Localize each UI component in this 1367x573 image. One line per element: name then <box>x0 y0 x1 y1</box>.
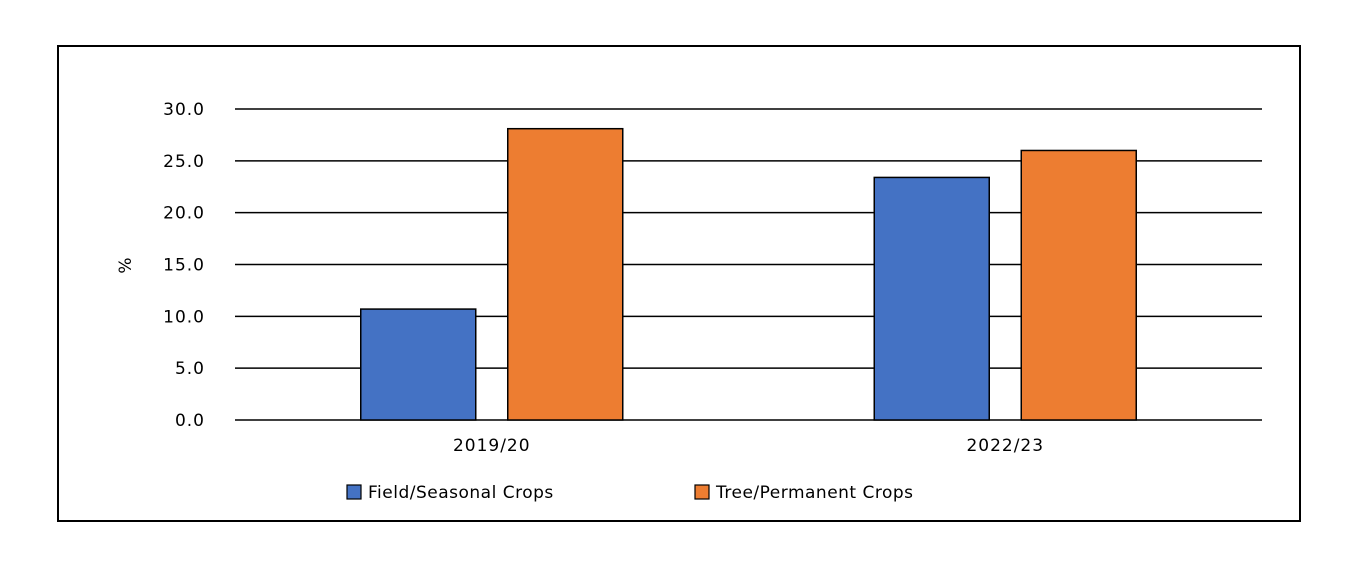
y-tick-label: 10.0 <box>163 307 205 327</box>
y-tick-label: 30.0 <box>163 100 205 120</box>
y-tick-label: 15.0 <box>163 256 205 276</box>
y-axis-label: % <box>116 256 136 273</box>
y-tick-label: 25.0 <box>163 152 205 172</box>
legend-swatch <box>694 484 710 500</box>
bar-field-seasonal-0 <box>360 308 477 421</box>
y-tick-label: 5.0 <box>175 359 205 379</box>
bar-tree-permanent-1 <box>1020 149 1137 421</box>
x-tick-label: 2022/23 <box>966 436 1044 456</box>
y-tick-label: 0.0 <box>175 411 205 431</box>
x-tick-label: 2019/20 <box>453 436 531 456</box>
y-tick-label: 20.0 <box>163 204 205 224</box>
bar-field-seasonal-1 <box>873 176 990 421</box>
legend: Field/Seasonal Crops Tree/Permanent Crops <box>346 483 914 503</box>
x-axis-ticks: 2019/20 2022/23 <box>453 436 1044 456</box>
bars <box>360 127 1137 421</box>
bar-tree-permanent-0 <box>507 127 624 421</box>
legend-label: Field/Seasonal Crops <box>368 483 554 503</box>
y-axis-ticks: 0.0 5.0 10.0 15.0 20.0 25.0 30.0 <box>163 100 205 431</box>
legend-label: Tree/Permanent Crops <box>715 483 914 503</box>
legend-swatch <box>346 484 362 500</box>
